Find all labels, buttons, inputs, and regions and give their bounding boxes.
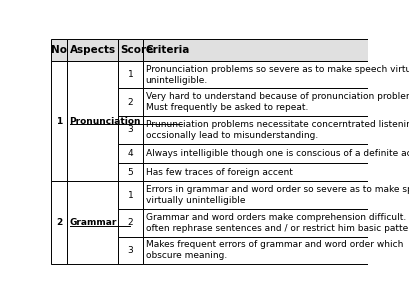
Text: No: No [51, 45, 67, 55]
Text: 1: 1 [128, 70, 133, 79]
Text: Very hard to understand because of pronunciation problems.
Must frequently be as: Very hard to understand because of pronu… [146, 92, 409, 112]
Text: 3: 3 [128, 246, 133, 255]
Text: 5: 5 [128, 168, 133, 176]
Text: Pronunciation: Pronunciation [70, 117, 141, 126]
Bar [118, 162, 143, 182]
Text: 2: 2 [128, 218, 133, 227]
Bar [51, 182, 67, 264]
Text: Has few traces of foreign accent: Has few traces of foreign accent [146, 168, 292, 176]
Bar [67, 61, 118, 182]
Text: Makes frequent errors of grammar and word order which
obscure meaning.: Makes frequent errors of grammar and wor… [146, 240, 403, 260]
Bar [143, 236, 368, 264]
Bar [118, 61, 143, 88]
Text: Prununciation problems necessitate concerntrated listening and
occsionally lead : Prununciation problems necessitate conce… [146, 120, 409, 140]
Bar [51, 39, 67, 61]
Text: Score: Score [120, 45, 153, 55]
Bar [118, 88, 143, 116]
Text: Grammar and word orders make comprehension difficult. Must
often rephrase senten: Grammar and word orders make comprehensi… [146, 213, 409, 233]
Bar [118, 39, 143, 61]
Bar [143, 39, 368, 61]
Text: Criteria: Criteria [146, 45, 190, 55]
Bar [118, 116, 143, 143]
Text: 3: 3 [128, 125, 133, 134]
Text: Aspects: Aspects [70, 45, 116, 55]
Bar [143, 162, 368, 182]
Bar [67, 182, 118, 264]
Bar [67, 39, 118, 61]
Bar [143, 61, 368, 88]
Text: 2: 2 [56, 218, 62, 227]
Bar [118, 209, 143, 236]
Text: Always intelligible though one is conscious of a definite accent: Always intelligible though one is consci… [146, 149, 409, 158]
Text: 1: 1 [128, 191, 133, 200]
Text: Pronunciation problems so severe as to make speech virtually
unintelligible.: Pronunciation problems so severe as to m… [146, 65, 409, 85]
Text: 1: 1 [56, 117, 62, 126]
Bar [118, 236, 143, 264]
Bar [118, 182, 143, 209]
Bar [118, 143, 143, 162]
Bar [143, 209, 368, 236]
Bar [143, 182, 368, 209]
Text: 4: 4 [128, 149, 133, 158]
Bar [143, 88, 368, 116]
Text: Grammar: Grammar [70, 218, 117, 227]
Bar [143, 116, 368, 143]
Bar [51, 61, 67, 182]
Bar [143, 143, 368, 162]
Text: 2: 2 [128, 98, 133, 107]
Text: Errors in grammar and word order so severe as to make speech
virtually unintelli: Errors in grammar and word order so seve… [146, 185, 409, 205]
